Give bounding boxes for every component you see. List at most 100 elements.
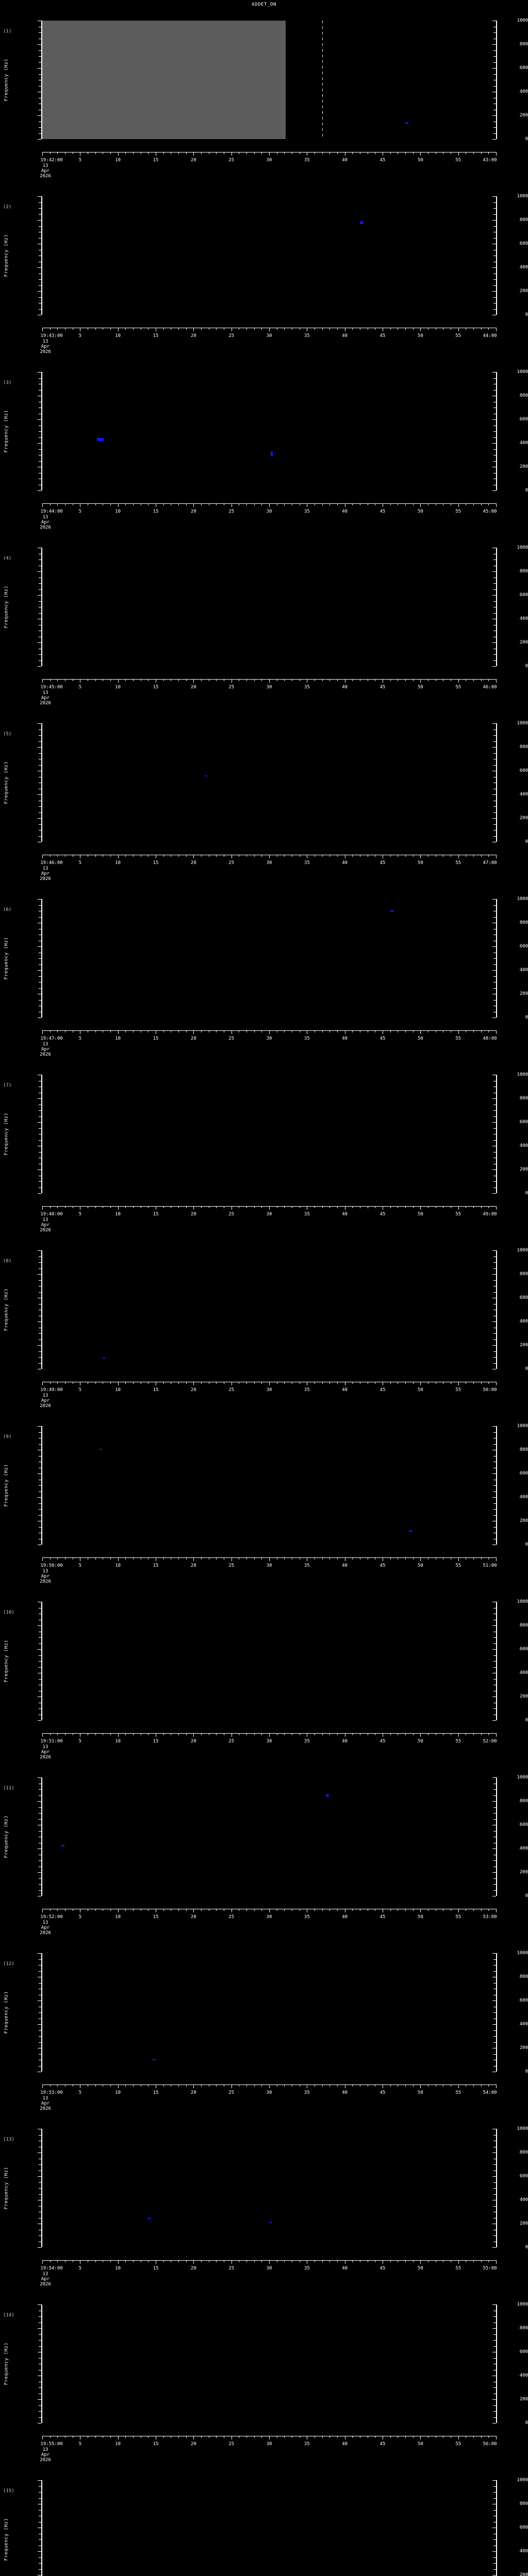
detection-mark — [409, 1530, 412, 1532]
x-tick — [186, 2436, 187, 2438]
y-tick — [493, 2194, 496, 2195]
x-tick — [57, 1382, 58, 1384]
x-tick — [337, 679, 338, 681]
x-tick — [254, 152, 255, 154]
y-axis-title: Frequency (Hz) — [4, 585, 9, 629]
plot-area[interactable] — [42, 2129, 496, 2247]
x-tick-label: 5 — [78, 333, 82, 338]
plot-area[interactable] — [42, 196, 496, 315]
date-line: Apr — [41, 2101, 50, 2106]
x-tick — [284, 855, 285, 857]
date-line: Apr — [41, 871, 50, 876]
y-tick-label: 800 — [519, 2150, 528, 2155]
y-axis-title: Frequency (Hz) — [4, 1112, 9, 1156]
y-tick — [493, 449, 496, 450]
plot-area[interactable] — [42, 899, 496, 1018]
plot-area[interactable] — [42, 2480, 496, 2576]
x-tick — [481, 503, 482, 505]
x-tick — [50, 1557, 51, 1560]
y-tick — [492, 818, 496, 819]
x-tick — [488, 2436, 489, 2438]
y-tick — [39, 50, 41, 51]
x-tick — [488, 855, 489, 857]
y-tick-label: 600 — [519, 1120, 528, 1125]
x-tick — [118, 679, 119, 683]
y-tick — [492, 2399, 496, 2400]
y-tick — [38, 970, 41, 971]
x-tick — [201, 2084, 202, 2087]
x-tick — [269, 2436, 270, 2439]
plot-area[interactable] — [42, 1250, 496, 1369]
x-tick — [133, 1030, 134, 1032]
x-tick-label: 5 — [78, 2266, 82, 2271]
x-tick — [95, 1557, 96, 1560]
plot-area[interactable] — [42, 2304, 496, 2423]
y-tick — [39, 2387, 41, 2388]
x-tick — [57, 1909, 58, 1911]
x-tick — [50, 2436, 51, 2438]
y-tick — [493, 309, 496, 310]
x-tick-label: 45 — [380, 333, 386, 338]
y-tick — [39, 238, 41, 239]
x-axis-start-time-label: 19:44:00 — [40, 509, 63, 514]
y-tick — [493, 2206, 496, 2207]
x-tick-label: 20 — [190, 2266, 196, 2271]
y-tick — [39, 309, 41, 310]
x-tick — [178, 2436, 179, 2438]
y-tick-label: 400 — [519, 89, 528, 94]
x-axis-end-time-label: 52:00 — [483, 1739, 497, 1744]
spectrogram-panel: 0 200 400 600 800 1000 Frequency (Hz) (10) 19:51… — [0, 1590, 528, 1766]
x-tick-label: 55 — [455, 685, 461, 690]
x-tick-label: 20 — [190, 1387, 196, 1393]
y-tick — [38, 1098, 41, 1099]
x-tick — [458, 1382, 459, 1385]
x-axis-start-time-label: 19:50:00 — [40, 1563, 63, 1568]
plot-area[interactable] — [42, 548, 496, 666]
y-tick — [38, 419, 41, 420]
x-tick — [186, 2260, 187, 2262]
x-tick-label: 35 — [304, 1563, 310, 1568]
panel-index-label: (7) — [3, 1083, 12, 1088]
x-tick — [329, 679, 331, 681]
x-tick-label: 40 — [342, 1212, 348, 1217]
x-tick — [269, 1909, 270, 1912]
plot-area[interactable] — [42, 723, 496, 842]
x-tick-label: 40 — [342, 2442, 348, 2447]
y-tick — [493, 2235, 496, 2236]
x-tick — [125, 1557, 126, 1560]
x-tick — [216, 1557, 217, 1560]
y-tick-label: 600 — [519, 2174, 528, 2179]
x-tick — [261, 1206, 262, 1208]
x-tick-label: 30 — [266, 333, 272, 338]
x-tick — [118, 1030, 119, 1034]
x-tick — [412, 1030, 414, 1032]
x-tick — [178, 1030, 179, 1032]
y-tick — [493, 2054, 496, 2055]
x-tick-label: 10 — [115, 2442, 121, 2447]
y-tick — [492, 2176, 496, 2177]
plot-area[interactable] — [42, 21, 496, 139]
x-tick-label: 40 — [342, 2266, 348, 2271]
y-tick — [493, 2012, 496, 2013]
plot-area[interactable] — [42, 1777, 496, 1896]
y-tick-label: 1000 — [517, 194, 528, 199]
x-tick — [50, 1206, 51, 1208]
y-tick — [39, 2042, 41, 2043]
plot-area[interactable] — [42, 1426, 496, 1545]
plot-area[interactable] — [42, 1602, 496, 1720]
plot-area[interactable] — [42, 1075, 496, 1193]
x-tick — [178, 1909, 179, 1911]
plot-area[interactable] — [42, 372, 496, 490]
x-tick — [322, 1733, 323, 1735]
x-tick — [269, 1206, 270, 1210]
x-tick-label: 35 — [304, 1914, 310, 1920]
y-axis-title: Frequency (Hz) — [4, 410, 9, 453]
date-line: 2026 — [40, 1755, 51, 1760]
x-tick — [201, 328, 202, 330]
y-tick — [39, 1268, 41, 1269]
y-tick — [39, 917, 41, 918]
y-tick — [38, 443, 41, 444]
x-axis-date-stack: 13 Apr 2026 — [31, 866, 60, 882]
x-tick — [458, 1557, 459, 1561]
plot-area[interactable] — [42, 1953, 496, 2072]
